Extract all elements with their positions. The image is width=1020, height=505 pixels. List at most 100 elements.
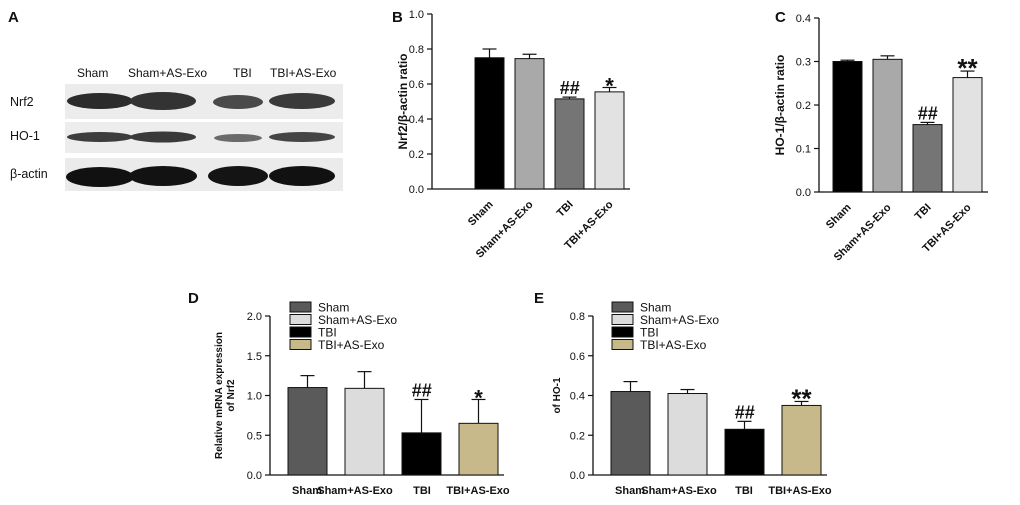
- panel-d-legend-swatch-sham-as-exo: [289, 314, 312, 325]
- panel-e-legend-swatch-tbi: [611, 326, 634, 338]
- panel-d-y-axis-title: Relative mRNA expressionof Nrf2: [214, 332, 237, 459]
- panel-c-x-tick-label-tbi: TBI: [913, 202, 934, 223]
- panel-c-y-tick-label: 0.2: [796, 100, 811, 112]
- panel-c-y-tick-label: 0.0: [796, 187, 811, 199]
- panel-d-y-axis-title-line: Relative mRNA expression: [214, 332, 225, 459]
- lane-label-tbi-as-exo: TBI+AS-Exo: [270, 66, 337, 80]
- panel-d-significance-tbi: ##: [411, 380, 431, 400]
- blot-band-nrf2-sham: [67, 93, 133, 109]
- panel-d-x-tick-label-sham-as-exo: Sham+AS-Exo: [317, 485, 393, 497]
- panel-b-nrf2-protein-chart: B 0.0 0.2 0.4 0.6 0.8 1.0 Nrf2/β-actin ratio Sha…: [392, 9, 630, 261]
- panel-c-y-tick-label: 0.4: [796, 13, 811, 25]
- lane-label-sham: Sham: [77, 66, 108, 80]
- panel-e-bar-sham-as-exo: [667, 393, 708, 476]
- panel-d-bar-sham: [287, 387, 328, 476]
- panel-e-bar-sham: [610, 391, 651, 476]
- panel-e-y-axis-title-line: of HO-1: [552, 377, 563, 414]
- panel-e-legend-label-sham-as-exo: Sham+AS-Exo: [640, 313, 719, 327]
- panel-c-bar-tbi: [912, 124, 943, 193]
- panel-e-y-tick-label: 0.4: [570, 391, 585, 403]
- panel-d-legend-label-tbi: TBI: [318, 326, 337, 340]
- panel-d-y-tick-label: 1.5: [247, 351, 262, 363]
- blot-band-ho1-tbi: [214, 134, 262, 142]
- panel-e-legend-label-tbi-as-exo: TBI+AS-Exo: [640, 338, 707, 352]
- panel-b-bar-tbi: [554, 98, 585, 190]
- blot-band-nrf2-tbi-as-exo: [269, 93, 335, 109]
- panel-e-y-tick-label: 0.6: [570, 351, 585, 363]
- panel-e-ho1-mrna-chart: E0.00.20.40.60.8of HO-1ShamSham+AS-Exo##…: [534, 290, 832, 497]
- panel-c-y-axis-title-line: HO-1/β-actin ratio: [773, 55, 787, 156]
- panel-e-legend-swatch-sham-as-exo: [611, 314, 634, 325]
- panel-d-y-axis-title-line: of Nrf2: [226, 379, 237, 412]
- panel-e-significance-tbi: ##: [734, 402, 754, 422]
- panel-e-x-tick-label-sham-as-exo: Sham+AS-Exo: [641, 485, 717, 497]
- panel-b-x-tick-label-tbi: TBI: [555, 199, 576, 220]
- panel-d-bar-sham-as-exo: [344, 387, 385, 476]
- panel-b-y-tick-label: 1.0: [409, 9, 424, 21]
- panel-c-bar-sham: [832, 61, 863, 193]
- panel-e-y-tick-label: 0.8: [570, 311, 585, 323]
- lane-label-tbi: TBI: [233, 66, 252, 80]
- panel-e-x-tick-label-sham: Sham: [615, 485, 645, 497]
- blot-row-label-nrf2: Nrf2: [10, 95, 34, 109]
- blot-band-nrf2-sham-as-exo: [130, 92, 196, 110]
- panel-d-x-tick-label-tbi-as-exo: TBI+AS-Exo: [446, 485, 510, 497]
- panel-c-y-tick-label: 0.1: [796, 144, 811, 156]
- panel-e-significance-tbi-as-exo: **: [791, 383, 812, 413]
- blot-band-ho1-sham-as-exo: [130, 131, 196, 143]
- panel-e-legend-label-sham: Sham: [640, 301, 671, 315]
- blot-band-actin-sham: [66, 167, 134, 187]
- panel-b-bar-sham-as-exo: [514, 58, 545, 190]
- panel-e-y-tick-label: 0.2: [570, 430, 585, 442]
- blot-band-nrf2-tbi: [213, 95, 263, 109]
- panel-c-y-axis-title: HO-1/β-actin ratio: [773, 55, 787, 156]
- panel-a-western-blot: A Sham Sham+AS-Exo TBI TBI+AS-Exo Nrf2 H…: [8, 9, 343, 191]
- blot-band-actin-tbi: [208, 166, 268, 186]
- panel-c-y-tick-label: 0.3: [796, 57, 811, 69]
- blot-row-label-beta-actin: β-actin: [10, 167, 48, 181]
- panel-d-legend-swatch-tbi-as-exo: [289, 339, 312, 350]
- panel-b-significance-tbi: ##: [559, 78, 579, 98]
- panel-a-letter: A: [8, 9, 19, 26]
- panel-d-bar-tbi-as-exo: [458, 422, 499, 476]
- panel-e-y-tick-label: 0.0: [570, 470, 585, 482]
- panel-b-y-axis-title: Nrf2/β-actin ratio: [396, 53, 410, 149]
- panel-d-bar-tbi: [401, 432, 442, 476]
- panel-e-bar-tbi: [724, 428, 765, 476]
- panel-b-y-axis-title-line: Nrf2/β-actin ratio: [396, 53, 410, 149]
- panel-c-bar-sham-as-exo: [872, 58, 903, 193]
- panel-c-ho1-protein-chart: C0.00.10.20.30.4HO-1/β-actin ratioShamSh…: [773, 9, 988, 264]
- panel-d-y-tick-label: 1.0: [247, 391, 262, 403]
- panel-b-significance-tbi-as-exo: *: [605, 74, 614, 99]
- panel-b-bar-sham: [474, 57, 505, 190]
- panel-b-y-tick-label: 0.4: [409, 114, 424, 126]
- panel-b-bar-tbi-as-exo: [594, 91, 625, 190]
- panel-c-significance-tbi-as-exo: **: [957, 53, 978, 83]
- panel-b-y-tick-label: 0.8: [409, 44, 424, 56]
- panel-d-legend-swatch-sham: [289, 301, 312, 313]
- lane-label-sham-as-exo: Sham+AS-Exo: [128, 66, 207, 80]
- panel-e-legend-swatch-tbi-as-exo: [611, 339, 634, 350]
- panel-d-y-tick-label: 0.5: [247, 430, 262, 442]
- panel-d-significance-tbi-as-exo: *: [474, 385, 483, 410]
- panel-c-significance-tbi: ##: [917, 103, 937, 123]
- blot-band-ho1-sham: [67, 132, 133, 142]
- panel-d-y-tick-label: 2.0: [247, 311, 262, 323]
- panel-c-letter: C: [775, 9, 786, 26]
- panel-b-y-tick-label: 0.2: [409, 149, 424, 161]
- panel-b-letter: B: [392, 9, 403, 26]
- panel-e-letter: E: [534, 290, 544, 307]
- panel-c-bar-tbi-as-exo: [952, 77, 983, 193]
- blot-row-label-ho1: HO-1: [10, 129, 40, 143]
- panel-e-legend-label-tbi: TBI: [640, 326, 659, 340]
- panel-d-x-tick-label-sham: Sham: [292, 485, 322, 497]
- panel-b-y-tick-label: 0.6: [409, 79, 424, 91]
- panel-d-legend-label-sham: Sham: [318, 301, 349, 315]
- panel-b-y-tick-label: 0.0: [409, 184, 424, 196]
- panel-d-x-tick-label-tbi: TBI: [413, 485, 431, 497]
- blot-band-actin-tbi-as-exo: [269, 166, 335, 186]
- panel-e-legend-swatch-sham: [611, 301, 634, 313]
- panel-d-legend-label-tbi-as-exo: TBI+AS-Exo: [318, 338, 385, 352]
- panel-d-nrf2-mrna-chart: D 0.0 0.5 1.0 1.5 2.0 Relative mRNA expression…: [188, 290, 510, 497]
